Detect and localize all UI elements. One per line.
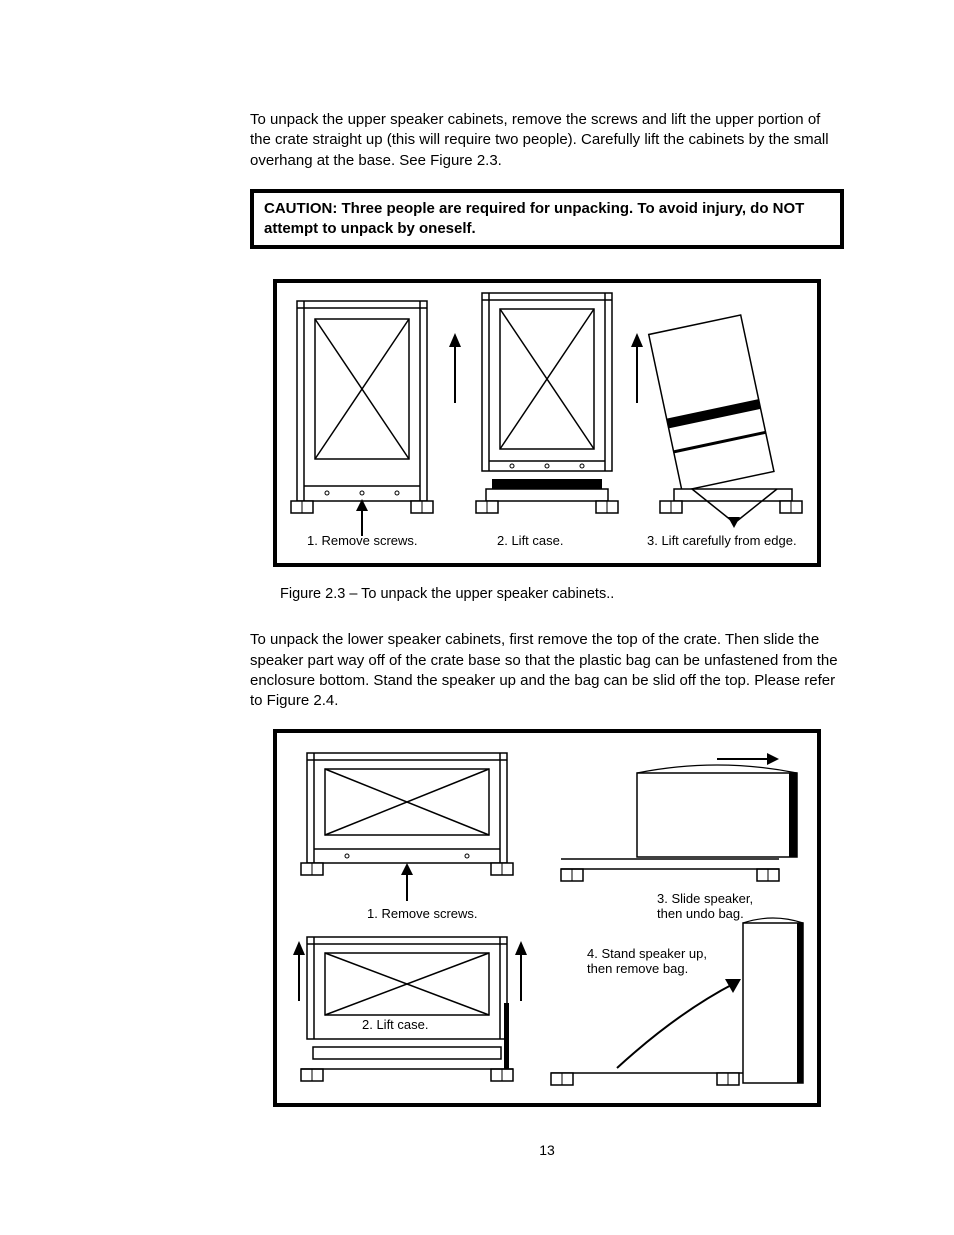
caution-box: CAUTION: Three people are required for u… [250,189,844,250]
fig24-label-4a: 4. Stand speaker up, [587,946,707,961]
paragraph-1: To unpack the upper speaker cabinets, re… [250,110,844,171]
fig23-label-1: 1. Remove screws. [307,533,418,548]
figure-2-4-frame: 1. Remove screws. [273,729,821,1107]
figure-2-4-diagram: 1. Remove screws. [277,733,817,1103]
figure-2-3-diagram: 1. Remove screws. 2. Lift case. 3. Lift … [277,283,817,563]
figure-2-3: 1. Remove screws. 2. Lift case. 3. Lift … [250,279,844,572]
fig24-label-3a: 3. Slide speaker, [657,891,753,906]
fig24-label-2: 2. Lift case. [362,1017,428,1032]
paragraph-2: To unpack the lower speaker cabinets, fi… [250,630,844,711]
figure-2-3-frame: 1. Remove screws. 2. Lift case. 3. Lift … [273,279,821,567]
document-page: To unpack the upper speaker cabinets, re… [0,0,954,1198]
figure-2-4: 1. Remove screws. [250,729,844,1112]
fig24-label-3b: then undo bag. [657,906,744,921]
fig24-label-4b: then remove bag. [587,961,688,976]
fig23-label-2: 2. Lift case. [497,533,563,548]
fig24-label-1: 1. Remove screws. [367,906,478,921]
figure-2-3-caption: Figure 2.3 – To unpack the upper speaker… [280,586,844,602]
page-number: 13 [250,1142,844,1158]
fig23-label-3: 3. Lift carefully from edge. [647,533,797,548]
